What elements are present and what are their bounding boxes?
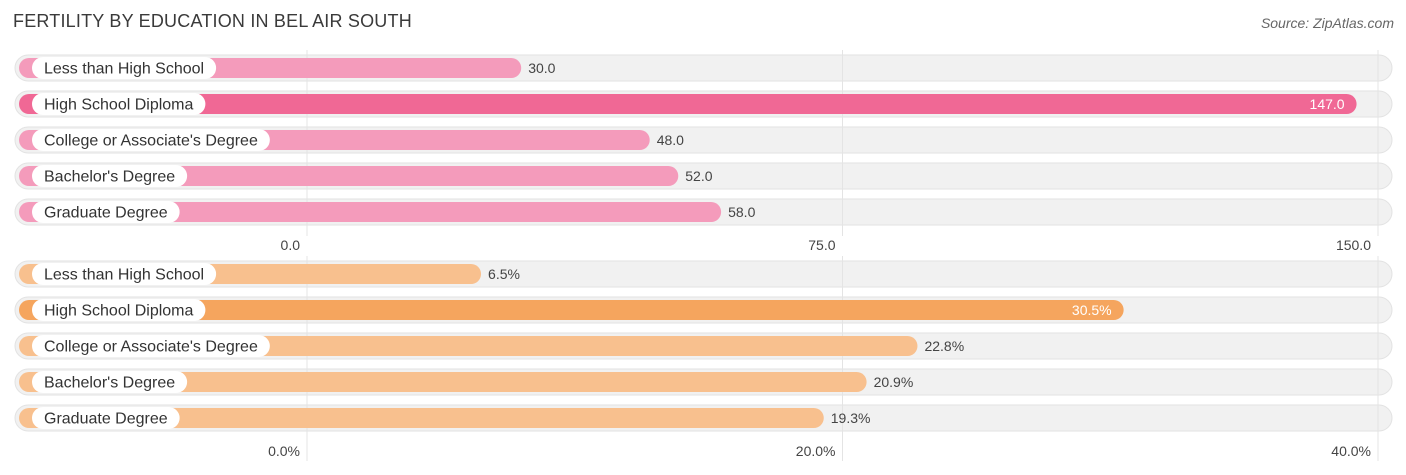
category-label: Bachelor's Degree [44, 375, 175, 392]
category-label-pill [32, 299, 206, 321]
bar [19, 372, 867, 392]
tick-label: 0.0% [268, 443, 300, 459]
value-label: 52.0 [685, 168, 712, 184]
category-label-pill [32, 407, 180, 429]
tick-label: 75.0 [808, 237, 835, 253]
category-label: Less than High School [44, 61, 204, 78]
value-label: 30.0 [528, 60, 555, 76]
category-label-pill [32, 263, 217, 285]
category-label-pill [32, 165, 188, 187]
source-note: Source: ZipAtlas.com [1260, 15, 1394, 31]
category-label: College or Associate's Degree [44, 339, 258, 356]
category-label-pill [32, 57, 217, 79]
bar [19, 300, 1124, 320]
category-label: High School Diploma [44, 303, 194, 320]
category-label: High School Diploma [44, 97, 194, 114]
tick-label: 0.0 [281, 237, 301, 253]
category-label-pill [32, 129, 270, 151]
value-label: 22.8% [924, 338, 964, 354]
category-label-pill [32, 93, 206, 115]
value-label: 20.9% [874, 374, 914, 390]
category-label-pill [32, 335, 270, 357]
tick-label: 20.0% [796, 443, 836, 459]
bar [19, 408, 824, 428]
tick-label: 40.0% [1331, 443, 1371, 459]
tick-label: 150.0 [1336, 237, 1371, 253]
category-label: College or Associate's Degree [44, 133, 258, 150]
category-label-pill [32, 371, 188, 393]
bar [19, 94, 1357, 114]
bar [19, 202, 722, 222]
value-label: 6.5% [488, 266, 520, 282]
value-label: 19.3% [831, 410, 871, 426]
category-label: Less than High School [44, 267, 204, 284]
category-label-pill [32, 201, 180, 223]
category-label: Graduate Degree [44, 205, 168, 222]
value-label: 30.5% [1072, 302, 1112, 318]
value-label: 147.0 [1310, 96, 1345, 112]
value-label: 58.0 [728, 204, 755, 220]
category-label: Bachelor's Degree [44, 169, 175, 186]
value-label: 48.0 [657, 132, 684, 148]
category-label: Graduate Degree [44, 411, 168, 428]
chart-title: FERTILITY BY EDUCATION IN BEL AIR SOUTH [13, 11, 412, 31]
